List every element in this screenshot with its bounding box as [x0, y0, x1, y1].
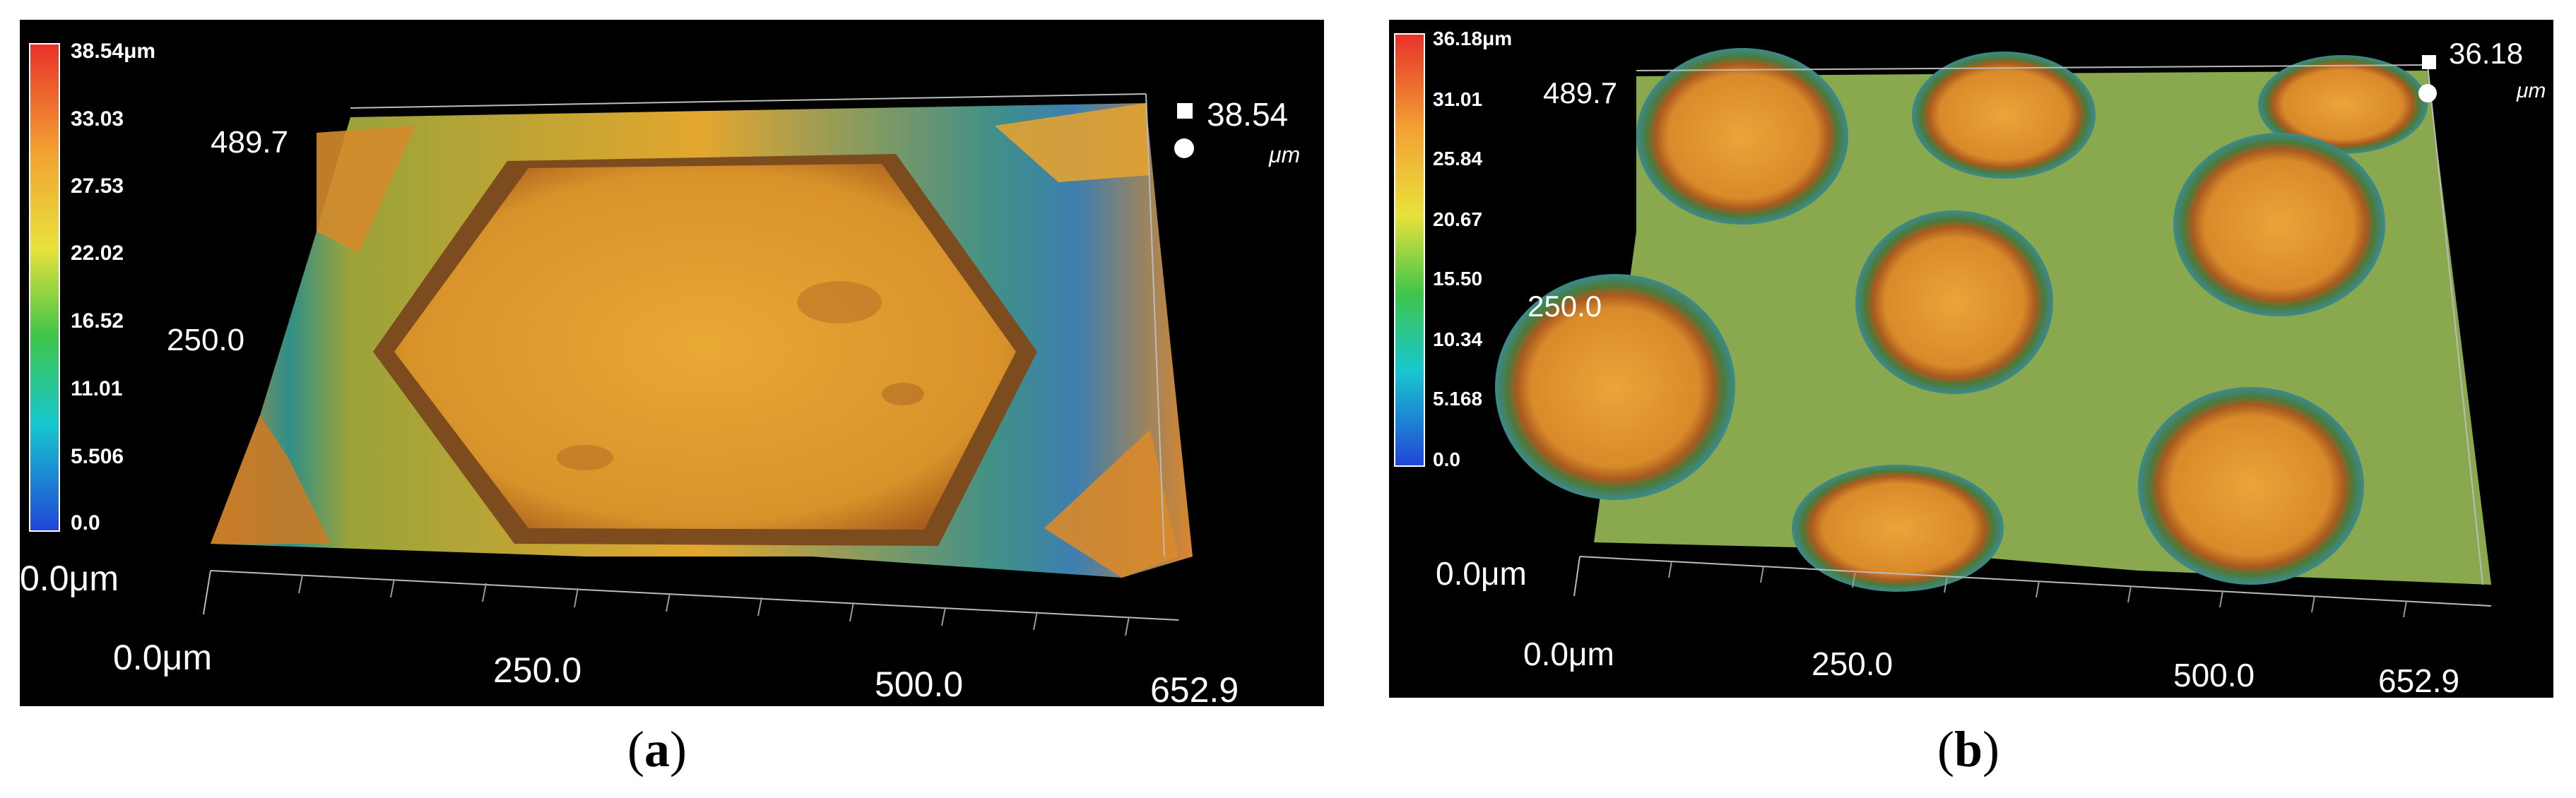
colorbar-label: 5.506: [71, 445, 124, 468]
colorbar-label: 33.03: [71, 107, 124, 131]
surface-lower-right-lobe: [1044, 429, 1178, 578]
dimple: [1912, 52, 2096, 179]
surface-right-lobe: [995, 103, 1150, 182]
colorbar-label: 5.168: [1433, 388, 1482, 410]
y-axis-label-top: 489.7: [1543, 76, 1617, 109]
dimple-array: [1495, 48, 2428, 592]
z-origin-label: 0.0μm: [20, 559, 119, 598]
panel-a-surface-plot: 38.54μm 33.03 27.53 22.02 16.52 11.01 5.…: [20, 20, 1324, 706]
colorbar-label: 10.34: [1433, 328, 1482, 350]
dimple: [1636, 48, 1848, 225]
x-axis-label: 652.9: [2378, 662, 2459, 698]
dimple: [1495, 274, 1735, 500]
dimple: [2173, 133, 2385, 316]
z-unit-label: μm: [1268, 142, 1300, 167]
x-axis-label: 500.0: [875, 665, 963, 704]
colorbar-label: 15.50: [1433, 268, 1482, 290]
colorbar-label: 25.84: [1433, 148, 1482, 169]
y-axis-label-mid: 250.0: [167, 323, 244, 357]
colorbar: [1394, 33, 1425, 467]
caption-b: (b): [1937, 721, 2000, 778]
circle-marker-icon: [1174, 138, 1194, 158]
colorbar-label: 16.52: [71, 309, 124, 333]
colorbar-label: 0.0: [1433, 448, 1460, 470]
x-axis-label: 250.0: [1812, 645, 1893, 682]
colorbar-label: 36.18μm: [1433, 28, 1512, 49]
x-axis-label: 0.0μm: [1523, 636, 1614, 672]
y-axis-label-mid: 250.0: [1528, 290, 1602, 323]
z-origin-label: 0.0μm: [1436, 555, 1527, 592]
y-axis-label-top: 489.7: [211, 125, 288, 160]
x-axis-label: 250.0: [493, 650, 581, 690]
caption-a: (a): [627, 721, 687, 778]
dimple: [1792, 465, 2004, 592]
z-unit-label: μm: [2516, 79, 2546, 102]
square-marker-icon: [1177, 103, 1193, 119]
panel-b-surface-plot: 36.18μm 31.01 25.84 20.67 15.50 10.34 5.…: [1389, 20, 2553, 698]
colorbar-label: 22.02: [71, 242, 124, 265]
z-max-label: 36.18: [2449, 37, 2523, 70]
colorbar-label: 20.67: [1433, 208, 1482, 230]
x-axis-label: 652.9: [1150, 670, 1239, 706]
hexagon-plateau: [394, 164, 1016, 530]
panel-a-3d-view: 38.54μm 33.03 27.53 22.02 16.52 11.01 5.…: [20, 40, 1300, 706]
dimple: [1855, 210, 2053, 394]
colorbar-label: 38.54μm: [71, 40, 155, 63]
square-marker-icon: [2422, 55, 2436, 69]
x-axis-label: 0.0μm: [113, 638, 212, 677]
colorbar-label: 11.01: [71, 377, 122, 400]
colorbar: [29, 43, 60, 532]
circle-marker-icon: [2418, 84, 2437, 102]
dimple: [2258, 55, 2428, 154]
surface-left-lobe: [317, 126, 415, 253]
panel-b-3d-view: 36.18μm 31.01 25.84 20.67 15.50 10.34 5.…: [1394, 28, 2546, 698]
colorbar-label: 31.01: [1433, 88, 1482, 110]
colorbar-label: 27.53: [71, 174, 124, 198]
z-max-label: 38.54: [1207, 96, 1288, 133]
colorbar-label: 0.0: [71, 511, 100, 535]
surface-lower-left-lobe: [211, 415, 331, 544]
x-axis-label: 500.0: [2173, 657, 2255, 693]
dimple: [2138, 387, 2364, 585]
